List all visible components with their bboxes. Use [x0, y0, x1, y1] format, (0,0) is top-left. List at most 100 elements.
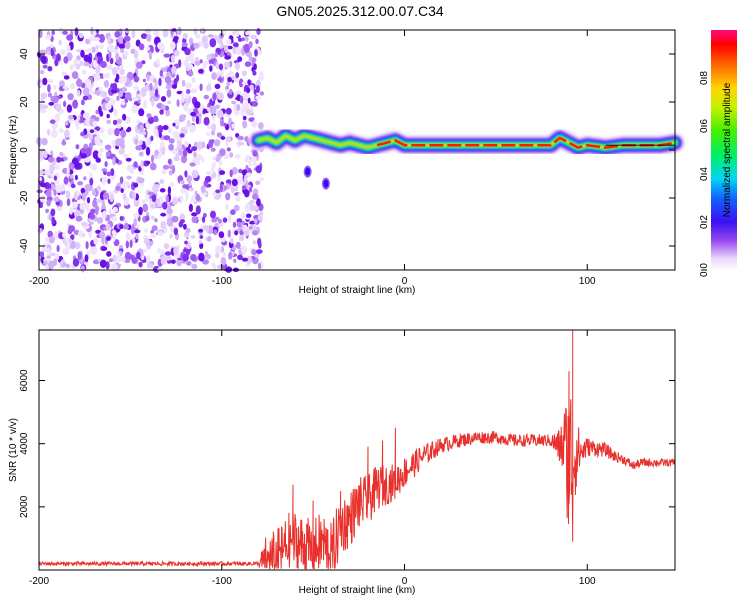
- noise-speckle: [252, 230, 259, 236]
- noise-speckle: [182, 37, 187, 44]
- noise-speckle: [63, 75, 70, 80]
- noise-speckle: [257, 237, 262, 246]
- noise-speckle: [196, 141, 203, 151]
- noise-speckle: [76, 123, 80, 130]
- noise-speckle: [241, 70, 247, 77]
- noise-speckle: [127, 166, 135, 173]
- noise-speckle: [231, 123, 236, 129]
- noise-speckle: [172, 130, 179, 140]
- noise-speckle: [112, 66, 118, 76]
- noise-speckle: [101, 176, 107, 184]
- noise-speckle: [76, 78, 83, 87]
- noise-speckle: [115, 138, 122, 147]
- noise-speckle: [133, 182, 139, 188]
- noise-speckle: [211, 72, 218, 80]
- noise-speckle: [176, 90, 183, 95]
- noise-speckle: [56, 156, 62, 163]
- noise-speckle: [181, 42, 188, 48]
- noise-speckle: [237, 56, 243, 62]
- noise-speckle: [38, 170, 45, 175]
- noise-speckle: [242, 220, 245, 226]
- noise-speckle: [114, 31, 121, 38]
- noise-speckle: [79, 32, 84, 39]
- noise-speckle: [167, 158, 172, 165]
- snr-series-line: [38, 330, 676, 571]
- noise-speckle: [255, 38, 259, 44]
- noise-speckle: [76, 190, 80, 197]
- noise-speckle: [82, 192, 87, 202]
- noise-speckle: [70, 82, 75, 90]
- noise-speckle: [47, 247, 51, 256]
- noise-speckle: [62, 231, 66, 238]
- noise-speckle: [151, 97, 155, 107]
- noise-speckle: [124, 259, 131, 264]
- noise-speckle: [244, 136, 249, 142]
- noise-speckle: [183, 59, 190, 66]
- noise-speckle: [232, 221, 237, 228]
- noise-speckle: [184, 240, 188, 245]
- noise-speckle: [161, 104, 166, 111]
- noise-speckle: [242, 115, 247, 121]
- noise-speckle: [160, 220, 167, 230]
- noise-speckle: [112, 157, 116, 166]
- noise-speckle: [202, 61, 207, 69]
- colorbar: 0.0 0.2 0.4 0.6 0.8 Normalized spectral ampl…: [699, 30, 737, 277]
- noise-speckle: [65, 190, 71, 199]
- noise-speckle: [259, 211, 264, 216]
- noise-speckle: [96, 198, 103, 203]
- noise-speckle: [259, 177, 265, 182]
- noise-speckle: [149, 82, 153, 91]
- noise-speckle: [137, 177, 145, 184]
- noise-speckle: [111, 263, 118, 272]
- noise-speckle: [102, 192, 110, 200]
- noise-speckle: [104, 144, 112, 151]
- noise-speckle: [159, 109, 164, 115]
- noise-speckle: [225, 136, 232, 143]
- noise-speckle: [82, 95, 89, 101]
- noise-speckle: [131, 104, 138, 114]
- noise-speckle: [59, 80, 65, 88]
- noise-speckle: [244, 203, 251, 213]
- noise-speckle: [202, 259, 209, 265]
- noise-speckle: [216, 109, 224, 119]
- noise-speckle: [127, 126, 132, 132]
- noise-speckle: [114, 127, 120, 137]
- noise-speckle: [115, 52, 120, 60]
- noise-speckle: [171, 65, 177, 74]
- noise-speckle: [245, 109, 253, 116]
- noise-speckle: [103, 80, 110, 88]
- noise-speckle: [63, 56, 69, 64]
- noise-speckle: [126, 175, 132, 180]
- noise-speckle: [220, 256, 227, 266]
- noise-speckle: [72, 99, 78, 109]
- noise-speckle: [185, 89, 191, 94]
- noise-speckle: [198, 240, 202, 245]
- noise-speckle: [246, 255, 253, 264]
- noise-speckle: [60, 71, 67, 76]
- noise-speckle: [237, 37, 243, 42]
- spectrogram-y-axis-label: Frequency (Hz): [8, 116, 19, 185]
- noise-speckle: [71, 157, 79, 165]
- noise-speckle: [131, 225, 135, 235]
- noise-speckle: [146, 263, 154, 269]
- snr-frame: [38, 329, 676, 571]
- noise-speckle: [157, 231, 164, 237]
- noise-speckle: [163, 53, 171, 58]
- colorbar-tick-label: 0.4: [699, 167, 710, 181]
- noise-speckle: [122, 193, 127, 201]
- noise-speckle: [180, 180, 185, 185]
- noise-speckle: [238, 78, 244, 88]
- noise-speckle: [113, 49, 119, 54]
- noise-speckle: [255, 165, 262, 174]
- noise-speckle: [146, 243, 151, 250]
- noise-speckle: [96, 185, 102, 192]
- noise-speckle: [63, 100, 67, 107]
- noise-speckle: [231, 167, 238, 175]
- noise-speckle: [219, 41, 224, 49]
- noise-speckle: [63, 176, 69, 185]
- noise-speckle: [162, 201, 168, 210]
- noise-speckle: [148, 50, 153, 60]
- noise-speckle: [185, 227, 191, 234]
- noise-speckle: [85, 241, 89, 250]
- noise-speckle: [38, 151, 44, 160]
